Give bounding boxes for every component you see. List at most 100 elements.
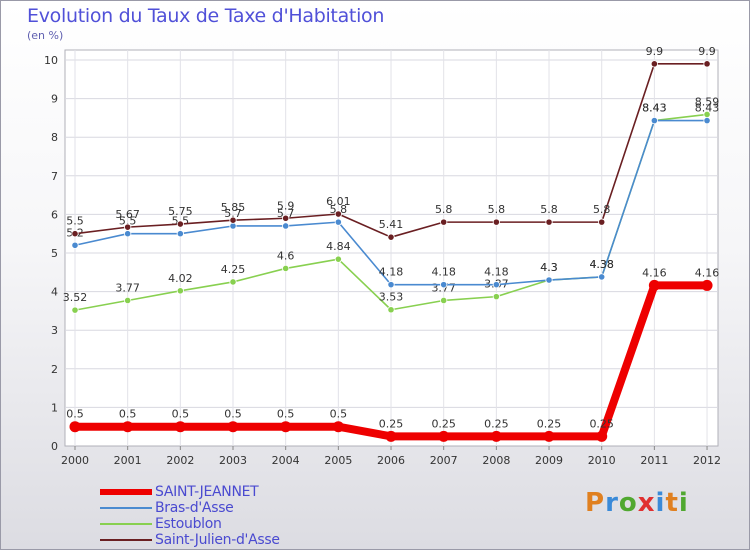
data-label: 4.02 [168,272,193,285]
data-point [176,287,184,295]
x-tick-label: 2008 [482,454,510,467]
data-point [545,276,553,284]
legend-swatch [100,523,152,525]
data-label: 8.59 [695,95,720,108]
data-label: 5.8 [540,203,558,216]
data-point [334,210,342,218]
data-label: 5.9 [277,199,295,212]
data-label: 4.84 [326,240,351,253]
data-point [492,293,500,301]
legend-label: Estoublon [155,516,222,532]
x-tick-label: 2003 [219,454,247,467]
chart-unit-label: (en %) [27,29,64,42]
y-tick-label: 8 [51,131,58,144]
data-label: 4.18 [379,266,404,279]
data-label: 0.5 [66,408,84,421]
data-label: 5.7 [277,207,295,220]
x-tick-label: 2012 [693,454,721,467]
data-point [122,421,134,433]
data-label: 0.25 [589,417,614,430]
data-point [492,281,500,289]
data-point [598,273,606,281]
data-label: 0.5 [224,408,242,421]
data-point [387,281,395,289]
legend-label: SAINT-JEANNET [155,484,259,500]
data-label: 5.5 [66,215,84,228]
data-label: 0.25 [484,417,509,430]
y-tick-label: 6 [51,208,58,221]
x-tick-label: 2007 [430,454,458,467]
data-point [598,218,606,226]
data-label: 0.5 [330,408,348,421]
y-tick-label: 7 [51,170,58,183]
data-point [650,60,658,68]
data-point [703,117,711,125]
x-tick-label: 2000 [61,454,89,467]
x-tick-label: 2006 [377,454,405,467]
y-tick-label: 5 [51,247,58,260]
y-tick-label: 9 [51,93,58,106]
data-point [282,264,290,273]
data-label: 4.18 [484,266,509,279]
data-point [703,60,711,68]
legend-swatch [100,507,152,509]
data-label: 8.43 [642,102,667,115]
data-point [229,278,237,286]
data-point [492,218,500,226]
data-label: 3.77 [115,281,140,294]
data-label: 0.25 [537,417,562,430]
data-label: 5.75 [168,205,193,218]
data-label: 4.25 [221,263,246,276]
chart-title: Evolution du Taux de Taxe d'Habitation [27,5,385,27]
data-point [176,230,184,238]
y-tick-label: 4 [51,286,58,299]
data-label: 8.43 [642,102,667,115]
data-point [332,421,344,433]
data-label: 3.53 [379,291,404,304]
legend-swatch [100,489,152,495]
data-point [440,296,448,305]
legend-label: Saint-Julien-d'Asse [155,532,280,548]
y-tick-label: 3 [51,324,58,337]
data-label: 5.41 [379,218,404,231]
data-label: 0.5 [172,408,190,421]
x-tick-label: 2009 [535,454,563,467]
data-label: 4.38 [589,258,614,271]
data-label: 6.01 [326,195,351,208]
data-label: 4.16 [695,266,720,279]
data-point [387,233,395,241]
data-label: 3.52 [63,291,88,304]
data-point [701,279,713,291]
data-point [490,430,502,442]
data-label: 5.5 [119,215,137,228]
data-point [174,421,186,433]
data-point [282,222,290,230]
data-label: 5.8 [330,203,348,216]
data-label: 5.8 [488,203,506,216]
data-label: 5.67 [115,208,140,221]
data-label: 5.7 [224,207,242,220]
data-label: 9.9 [698,45,716,58]
x-tick-label: 2005 [324,454,352,467]
data-point [71,241,79,249]
x-tick-label: 2004 [272,454,300,467]
y-tick-label: 2 [51,363,58,376]
data-point [176,220,184,228]
data-point [650,117,658,125]
data-point [124,223,132,231]
data-point [545,218,553,226]
data-label: 8.43 [695,102,720,115]
legend-label: Bras-d'Asse [155,500,234,516]
data-label: 4.3 [540,261,558,274]
data-label: 0.5 [277,408,295,421]
data-point [334,218,342,226]
data-label: 5.85 [221,201,246,214]
data-point [69,421,81,433]
data-point [385,430,397,442]
data-label: 0.25 [379,417,404,430]
y-tick-label: 10 [44,54,58,67]
data-label: 4.3 [540,261,558,274]
data-point [280,421,292,433]
x-tick-label: 2002 [166,454,194,467]
